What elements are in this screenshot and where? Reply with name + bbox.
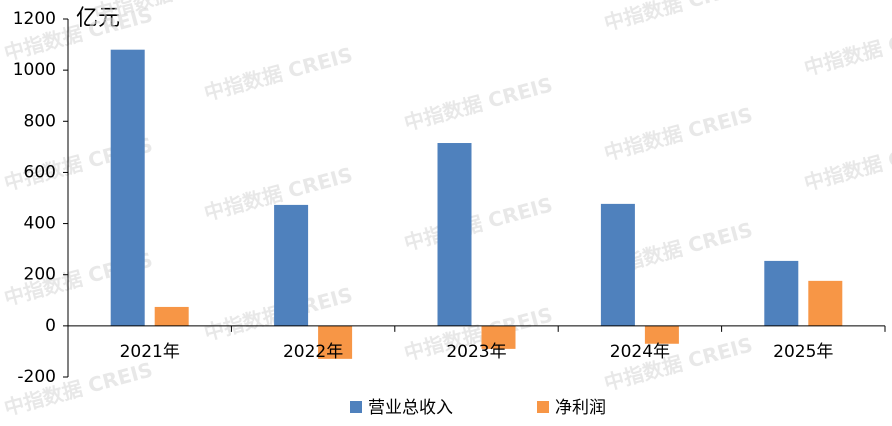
watermark: 中指数据 CREIS [202, 42, 356, 105]
bar [110, 49, 145, 326]
y-tick-label: 1200 [13, 9, 56, 29]
watermark: 中指数据 CREIS [802, 17, 892, 80]
y-tick-label: 1000 [13, 60, 56, 80]
bar [318, 325, 353, 359]
unit-label: 亿元 [76, 6, 120, 31]
watermark: 中指数据 CREIS [402, 72, 556, 135]
x-tick-label: 2025年 [773, 342, 833, 362]
x-tick-label: 2021年 [120, 342, 180, 362]
x-tick-label: 2023年 [446, 342, 506, 362]
legend-label: 营业总收入 [368, 398, 453, 418]
bar [600, 203, 635, 326]
x-tick-label: 2024年 [610, 342, 670, 362]
y-tick-label: 800 [24, 111, 56, 131]
bar [481, 325, 516, 349]
watermark: 中指数据 CREIS [602, 0, 756, 35]
legend-swatch [537, 401, 549, 413]
bar [764, 260, 799, 326]
y-tick-label: 0 [45, 316, 56, 336]
bar [437, 143, 472, 326]
bar [808, 280, 843, 326]
legend-label: 净利润 [555, 398, 606, 418]
watermark: 中指数据 CREIS [602, 102, 756, 165]
y-tick-label: 200 [24, 265, 56, 285]
watermark: 中指数据 CREIS [802, 132, 892, 195]
y-tick-label: -200 [17, 367, 56, 387]
watermark: 中指数据 CREIS [402, 192, 556, 255]
x-tick-label: 2022年 [283, 342, 343, 362]
y-tick-label: 600 [24, 162, 56, 182]
legend-swatch [350, 401, 362, 413]
y-tick-label: 400 [24, 214, 56, 234]
bar [274, 204, 309, 326]
bar [644, 325, 679, 344]
bar [154, 306, 189, 326]
